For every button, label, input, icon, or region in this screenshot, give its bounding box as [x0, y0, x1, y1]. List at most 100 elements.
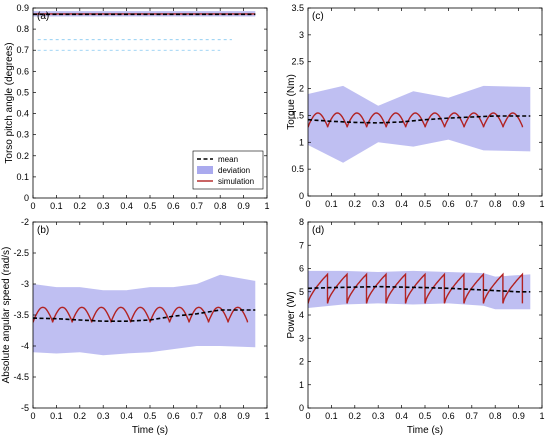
simulation-line — [308, 272, 524, 304]
y-tick-label: 0.1 — [16, 172, 29, 182]
x-tick-label: 0.7 — [466, 199, 479, 209]
chart-panel-0: 0 0.1 0.2 0.3 0.4 0.5 0.6 0.7 0.8 0.9 1 0 0.1 0.2 0.3 0… — [4, 3, 270, 211]
x-tick-label: 1 — [539, 199, 544, 209]
y-tick-label: 0.3 — [16, 130, 29, 140]
simulation-line — [308, 112, 524, 128]
x-tick-label: 0.3 — [372, 411, 385, 421]
x-tick-label: 0.3 — [97, 411, 110, 421]
x-tick-label: 0.6 — [442, 411, 455, 421]
y-tick-label: -3.5 — [13, 310, 29, 320]
legend-label: mean — [218, 155, 238, 164]
x-tick-label: 0 — [305, 199, 310, 209]
data-layer — [308, 85, 531, 163]
y-tick-label: 3 — [299, 333, 304, 343]
y-tick-label: -5 — [21, 403, 29, 413]
x-tick-label: 0.3 — [97, 201, 110, 211]
x-tick-label: 0.5 — [419, 199, 432, 209]
y-tick-label: 6 — [299, 264, 304, 274]
data-layer — [33, 274, 256, 356]
x-tick-label: 1 — [264, 411, 269, 421]
mean-line — [308, 115, 531, 124]
x-tick-label: 0.8 — [214, 201, 227, 211]
x-tick-label: 0.5 — [419, 411, 432, 421]
y-tick-label: 2 — [299, 357, 304, 367]
y-tick-label: 0.6 — [16, 66, 29, 76]
x-tick-label: 0.4 — [120, 201, 133, 211]
y-axis-label: Power (W) — [286, 291, 297, 338]
y-axis-label: Torque (Nm) — [286, 74, 297, 130]
x-tick-label: 0.1 — [325, 199, 338, 209]
x-tick-label: 1 — [264, 201, 269, 211]
y-tick-label: -2 — [21, 217, 29, 227]
x-tick-label: 0.7 — [191, 411, 204, 421]
data-layer — [308, 270, 531, 310]
x-tick-label: 0.4 — [120, 411, 133, 421]
x-tick-label: 0.6 — [167, 201, 180, 211]
deviation-band — [308, 270, 531, 310]
legend-label: simulation — [218, 177, 254, 186]
x-tick-label: 0.3 — [372, 199, 385, 209]
panel-label: (d) — [312, 225, 324, 236]
y-tick-label: -3 — [21, 279, 29, 289]
x-tick-label: 0.6 — [442, 199, 455, 209]
y-tick-label: 0.4 — [16, 109, 29, 119]
x-tick-label: 0.5 — [144, 411, 157, 421]
x-tick-label: 0.2 — [349, 199, 362, 209]
x-tick-label: 0.5 — [144, 201, 157, 211]
legend-swatch-deviation — [197, 166, 213, 174]
panel-label: (c) — [312, 11, 324, 22]
x-axis-label: Time (s) — [132, 425, 168, 436]
x-tick-label: 0.9 — [512, 411, 525, 421]
x-tick-label: 0.1 — [325, 411, 338, 421]
x-axis-label: Time (s) — [407, 425, 443, 436]
y-tick-label: 3.5 — [291, 3, 304, 13]
x-tick-label: 0.4 — [395, 199, 408, 209]
y-tick-label: -4.5 — [13, 372, 29, 382]
y-tick-label: 8 — [299, 217, 304, 227]
y-tick-label: 2 — [299, 84, 304, 94]
mean-line — [308, 285, 531, 293]
simulation-line — [33, 306, 249, 323]
x-tick-label: 0.9 — [237, 411, 250, 421]
mean-line — [33, 309, 256, 322]
y-tick-label: -2.5 — [13, 248, 29, 258]
x-tick-label: 0.9 — [512, 199, 525, 209]
y-tick-label: 0.8 — [16, 24, 29, 34]
y-tick-label: 0 — [24, 193, 29, 203]
axes-frame — [307, 221, 543, 409]
y-tick-label: 5 — [299, 287, 304, 297]
y-tick-label: 0 — [299, 403, 304, 413]
panel-label: (a) — [37, 11, 49, 22]
x-tick-label: 0 — [30, 411, 35, 421]
x-tick-label: 0.1 — [50, 201, 63, 211]
x-tick-label: 0.4 — [395, 411, 408, 421]
deviation-band — [308, 85, 531, 163]
x-tick-label: 0.6 — [167, 411, 180, 421]
y-tick-label: 0.5 — [16, 87, 29, 97]
chart-panel-2: 0 0.1 0.2 0.3 0.4 0.5 0.6 0.7 0.8 0.9 1 0 0.5 1 1.5 2 2.… — [286, 3, 545, 209]
x-tick-label: 0.8 — [214, 411, 227, 421]
x-tick-label: 0.7 — [191, 201, 204, 211]
chart-panel-3: 0 0.1 0.2 0.3 0.4 0.5 0.6 0.7 0.8 0.9 1 0 1 2 3 4 5 6 7 8 (d… — [286, 217, 545, 436]
x-tick-label: 0.1 — [50, 411, 63, 421]
chart-panel-1: 0 0.1 0.2 0.3 0.4 0.5 0.6 0.7 0.8 0.9 1 -5 -4.5 -4 -3.… — [1, 217, 270, 436]
y-tick-label: 0.2 — [16, 151, 29, 161]
x-tick-label: 0.9 — [237, 201, 250, 211]
x-tick-label: 0.8 — [489, 199, 502, 209]
x-tick-label: 0 — [305, 411, 310, 421]
x-tick-label: 0.8 — [489, 411, 502, 421]
y-tick-label: 4 — [299, 310, 304, 320]
y-axis-label: Torso pitch angle (degrees) — [4, 42, 15, 163]
data-layer — [33, 11, 256, 51]
y-tick-label: 1.5 — [291, 110, 304, 120]
deviation-band — [33, 274, 256, 356]
x-tick-label: 0.2 — [74, 201, 87, 211]
x-tick-label: 1 — [539, 411, 544, 421]
y-tick-label: 0.7 — [16, 45, 29, 55]
y-tick-label: 0.9 — [16, 3, 29, 13]
y-tick-label: 0 — [299, 191, 304, 201]
legend-label: deviation — [218, 166, 250, 175]
x-tick-label: 0.2 — [74, 411, 87, 421]
x-tick-label: 0 — [30, 201, 35, 211]
